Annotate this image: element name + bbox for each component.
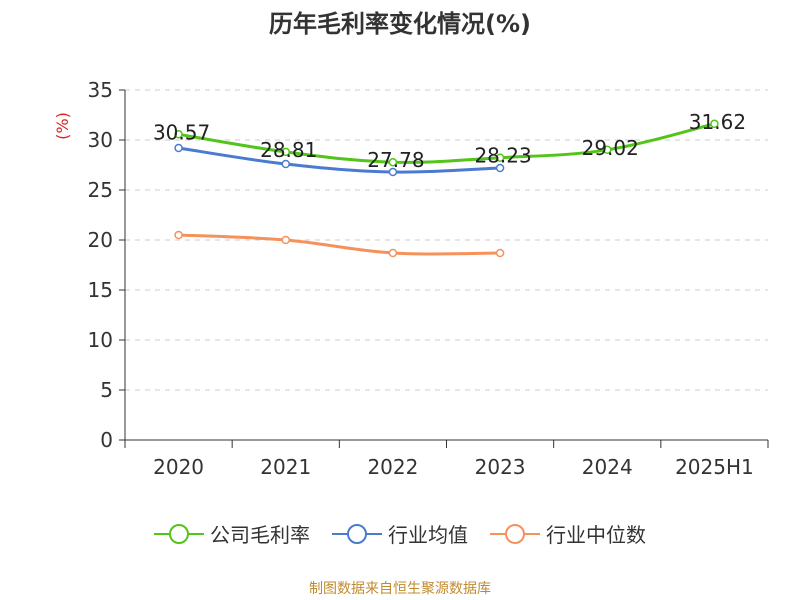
data-label: 28.23 [474,144,531,168]
data-point [388,167,398,177]
legend-marker-icon [490,523,540,545]
data-source-note: 制图数据来自恒生聚源数据库 [309,581,491,597]
chart-title: 历年毛利率变化情况(%) [269,10,531,38]
data-point [388,157,398,167]
data-point [281,147,290,157]
y-tick-label: 15 [88,278,113,302]
data-label: 27.78 [367,148,424,172]
legend-label: 行业均值 [388,523,468,547]
data-point [174,143,183,153]
y-tick-label: 0 [100,428,113,452]
legend-item[interactable]: 公司毛利率 [154,519,310,548]
series-line-0 [178,122,715,164]
data-point [495,153,505,162]
y-tick-label: 30 [88,128,113,152]
y-tick-label: 10 [88,328,113,352]
data-label: 29.02 [582,136,639,160]
legend-item[interactable]: 行业中位数 [490,519,646,548]
data-point [174,230,183,240]
x-tick-label: 2020 [153,455,204,479]
data-point [603,145,612,155]
data-label: 28.81 [260,138,317,162]
x-tick-label: 2024 [582,455,633,479]
series-line-1 [178,146,501,174]
y-tick-label: 25 [88,178,113,202]
legend-label: 公司毛利率 [210,523,310,547]
y-tick-label: 5 [100,378,113,402]
legend-label: 行业中位数 [546,523,646,547]
y-tick-label: 20 [88,228,113,252]
data-point [495,248,505,258]
data-point [174,130,183,139]
legend-marker-icon [332,523,382,545]
series-line-2 [178,233,501,256]
x-tick-label: 2021 [260,455,311,479]
legend-marker-icon [154,523,204,545]
data-point [388,248,398,258]
x-tick-label: 2023 [475,455,526,479]
data-point [281,159,290,169]
data-point [281,235,290,245]
y-axis-label: (%) [53,112,72,140]
x-tick-label: 2022 [367,455,418,479]
chart-legend: 公司毛利率 行业均值 行业中位数 [0,519,800,548]
y-tick-label: 35 [88,78,113,102]
data-point [495,163,505,173]
legend-item[interactable]: 行业均值 [332,519,468,548]
x-tick-label: 2025H1 [675,455,754,479]
data-label: 30.57 [153,120,210,144]
data-label: 31.62 [689,110,746,134]
data-point [710,119,719,129]
